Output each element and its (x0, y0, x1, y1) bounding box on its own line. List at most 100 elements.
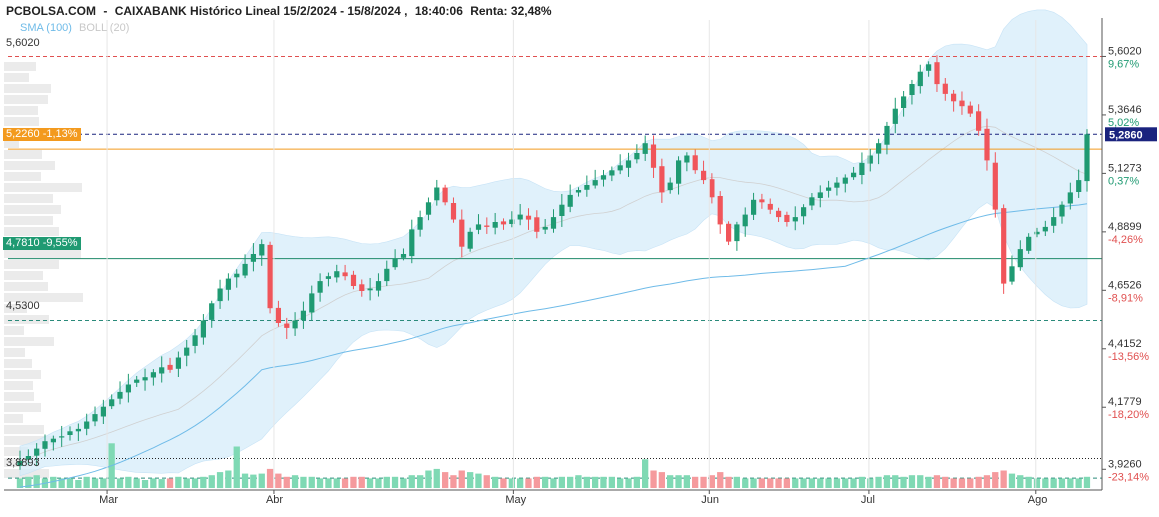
candle-body (459, 219, 465, 247)
volume-bar (333, 478, 340, 488)
candle (159, 356, 165, 383)
profile-bar (4, 381, 33, 390)
candle-body (59, 436, 65, 438)
candle-body (184, 347, 190, 356)
candle-body (475, 224, 482, 230)
candle-body (709, 179, 715, 198)
candle (676, 156, 682, 195)
candle-body (200, 320, 206, 338)
candle-body (884, 125, 890, 145)
volume-bar (475, 473, 482, 488)
candle-body (692, 155, 698, 171)
candle (434, 179, 440, 206)
candle (134, 375, 140, 387)
volume-bar (842, 478, 849, 488)
candle (117, 381, 123, 405)
candle-body (525, 215, 532, 220)
profile-bar (4, 436, 56, 445)
candle-body (1084, 134, 1090, 182)
profile-bar (4, 161, 55, 170)
candle-body (125, 384, 131, 393)
candle (334, 264, 340, 283)
candle (492, 212, 498, 235)
candle-body (334, 271, 340, 278)
volume-bar (708, 475, 715, 488)
candle (234, 269, 240, 288)
bollinger-area (19, 9, 1088, 477)
volume-bar (892, 475, 899, 488)
volume-bar (141, 480, 149, 488)
candle-body (751, 199, 757, 215)
sma-line (19, 203, 1088, 488)
y-tick-label: 4,4152 (1108, 338, 1142, 350)
candle (392, 249, 398, 270)
candle (1059, 201, 1065, 224)
candle-body (325, 276, 331, 279)
candle (934, 55, 940, 92)
volume-bar (650, 470, 657, 488)
volume-bar (492, 476, 499, 488)
volume-bar (241, 473, 249, 488)
volume-bar (792, 478, 799, 488)
volume-bar (1000, 470, 1007, 488)
candle-body (776, 210, 782, 218)
candle-body (1034, 231, 1040, 235)
candle (267, 241, 273, 314)
candle (367, 277, 373, 301)
volume-bar (550, 478, 557, 488)
candle-body (142, 377, 148, 381)
candle-body (250, 254, 256, 262)
candle-body (484, 225, 490, 227)
candle (350, 270, 357, 290)
candle-body (617, 165, 623, 171)
volume-bar (542, 476, 549, 488)
volume-bar (1067, 478, 1074, 488)
chart-time: 18:40:06 (414, 4, 463, 18)
candle (467, 227, 473, 252)
volume-bar (900, 476, 907, 488)
candle-body (1009, 266, 1015, 282)
candle-body (801, 207, 807, 217)
volume-bar (692, 476, 699, 488)
source-label: PCBOLSA.COM (6, 4, 96, 18)
y-tick-label: 5,6020 (1108, 45, 1142, 57)
volume-bar (325, 478, 332, 488)
volume-bar (875, 476, 882, 488)
candle (1026, 233, 1032, 254)
y-tick-pct: 0,37% (1108, 175, 1139, 187)
profile-bar (4, 425, 44, 434)
candle-body (609, 170, 615, 176)
candle (692, 149, 698, 174)
candle-body (625, 160, 632, 168)
volume-bar (483, 475, 490, 488)
candle (1051, 207, 1057, 233)
volume-bar (575, 475, 582, 488)
candle (1009, 255, 1015, 285)
legend-boll[interactable]: BOLL (20) (79, 22, 130, 34)
candle-body (1026, 236, 1032, 251)
volume-bar (817, 478, 824, 488)
candle-body (34, 448, 40, 456)
candle (917, 64, 923, 94)
candle-body (784, 214, 790, 222)
profile-bar (4, 414, 23, 423)
candle (75, 423, 81, 442)
x-tick-label: Abr (266, 494, 283, 506)
candle-body (575, 190, 582, 193)
candle-body (442, 187, 448, 203)
volume-bar (1025, 476, 1032, 488)
candle-body (367, 288, 373, 291)
volume-bar (250, 474, 257, 488)
candle (984, 118, 990, 171)
candle (542, 218, 548, 234)
legend-sma[interactable]: SMA (100) (20, 22, 72, 34)
profile-bar (4, 249, 81, 258)
candle (342, 264, 348, 281)
candle (609, 166, 615, 182)
volume-bar (316, 478, 324, 488)
volume-bar (467, 472, 474, 489)
volume-bar (833, 478, 841, 488)
candle (417, 210, 423, 237)
volume-bar (75, 480, 82, 488)
candle (759, 193, 765, 209)
